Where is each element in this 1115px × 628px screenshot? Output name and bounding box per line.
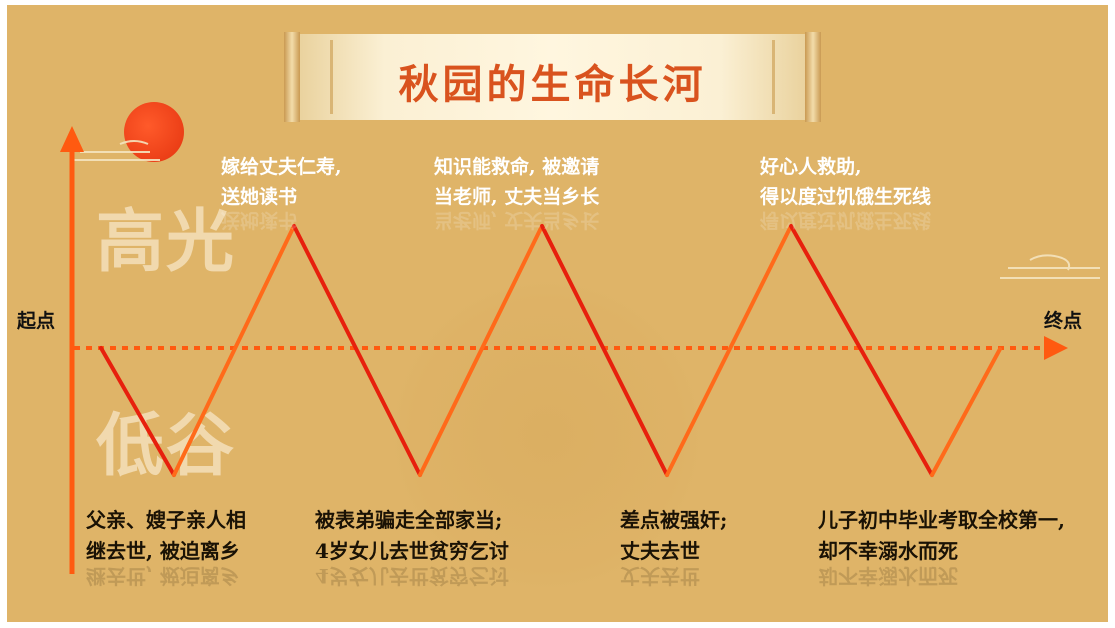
end-label: 终点 (1044, 310, 1083, 332)
low-line: 4岁女儿去世贫穷乞讨 (315, 539, 509, 563)
page-title: 秋园的生命长河 (398, 61, 707, 108)
low-event-2: 被表弟骗走全部家当; 4岁女儿去世贫穷乞讨 (315, 505, 509, 567)
low-line: 儿子初中毕业考取全校第一, (818, 508, 1065, 532)
highlight-event-1: 嫁给丈夫仁寿, 送她读书 (221, 152, 342, 212)
segment-down (789, 224, 934, 477)
life-line (99, 224, 1002, 477)
vertical-axis-arrow (60, 126, 84, 152)
highlight-line: 得以度过饥饿生死线 (760, 186, 932, 208)
low-event-3: 差点被强奸; 丈夫去世 (620, 505, 727, 567)
low-line: 丈夫去世 (620, 539, 700, 563)
low-line: 却不幸溺水而死 (818, 539, 958, 563)
low-event-1: 父亲、嫂子亲人相 继去世, 被迫离乡 (86, 505, 246, 567)
zone-label-low: 低谷 (96, 406, 237, 486)
segment-down (99, 346, 176, 477)
zone-label-high: 高光 (96, 202, 237, 282)
banner-divider-left (330, 40, 333, 114)
cloud-icon (70, 140, 160, 161)
segment-up (418, 224, 544, 477)
highlight-event-3: 好心人救助, 得以度过饥饿生死线 (760, 152, 931, 212)
segment-down (292, 224, 422, 477)
cloud-icon (1000, 254, 1100, 279)
highlight-line: 送她读书 (221, 186, 298, 208)
low-line: 父亲、嫂子亲人相 (86, 508, 246, 532)
highlight-event-2: 知识能救命, 被邀请 当老师, 丈夫当乡长 (434, 152, 599, 212)
highlight-line: 当老师, 丈夫当乡长 (434, 186, 600, 208)
low-line: 被表弟骗走全部家当; (315, 508, 503, 532)
highlight-line: 好心人救助, (760, 156, 862, 178)
low-line: 继去世, 被迫离乡 (86, 539, 240, 563)
highlight-line: 嫁给丈夫仁寿, (221, 156, 342, 178)
segment-down (540, 224, 669, 477)
segment-up (665, 224, 793, 477)
title-banner: 秋园的生命长河 (284, 32, 821, 122)
baseline-arrow (1044, 336, 1068, 360)
scroll-roll-right (805, 32, 821, 122)
segment-up (930, 347, 1002, 477)
scroll-roll-left (284, 32, 300, 122)
segment-up (172, 224, 296, 477)
highlight-line: 知识能救命, 被邀请 (434, 156, 600, 178)
banner-divider-right (772, 40, 775, 114)
low-event-4: 儿子初中毕业考取全校第一, 却不幸溺水而死 (818, 505, 1065, 567)
low-line: 差点被强奸; (620, 508, 728, 532)
start-label: 起点 (17, 310, 56, 332)
